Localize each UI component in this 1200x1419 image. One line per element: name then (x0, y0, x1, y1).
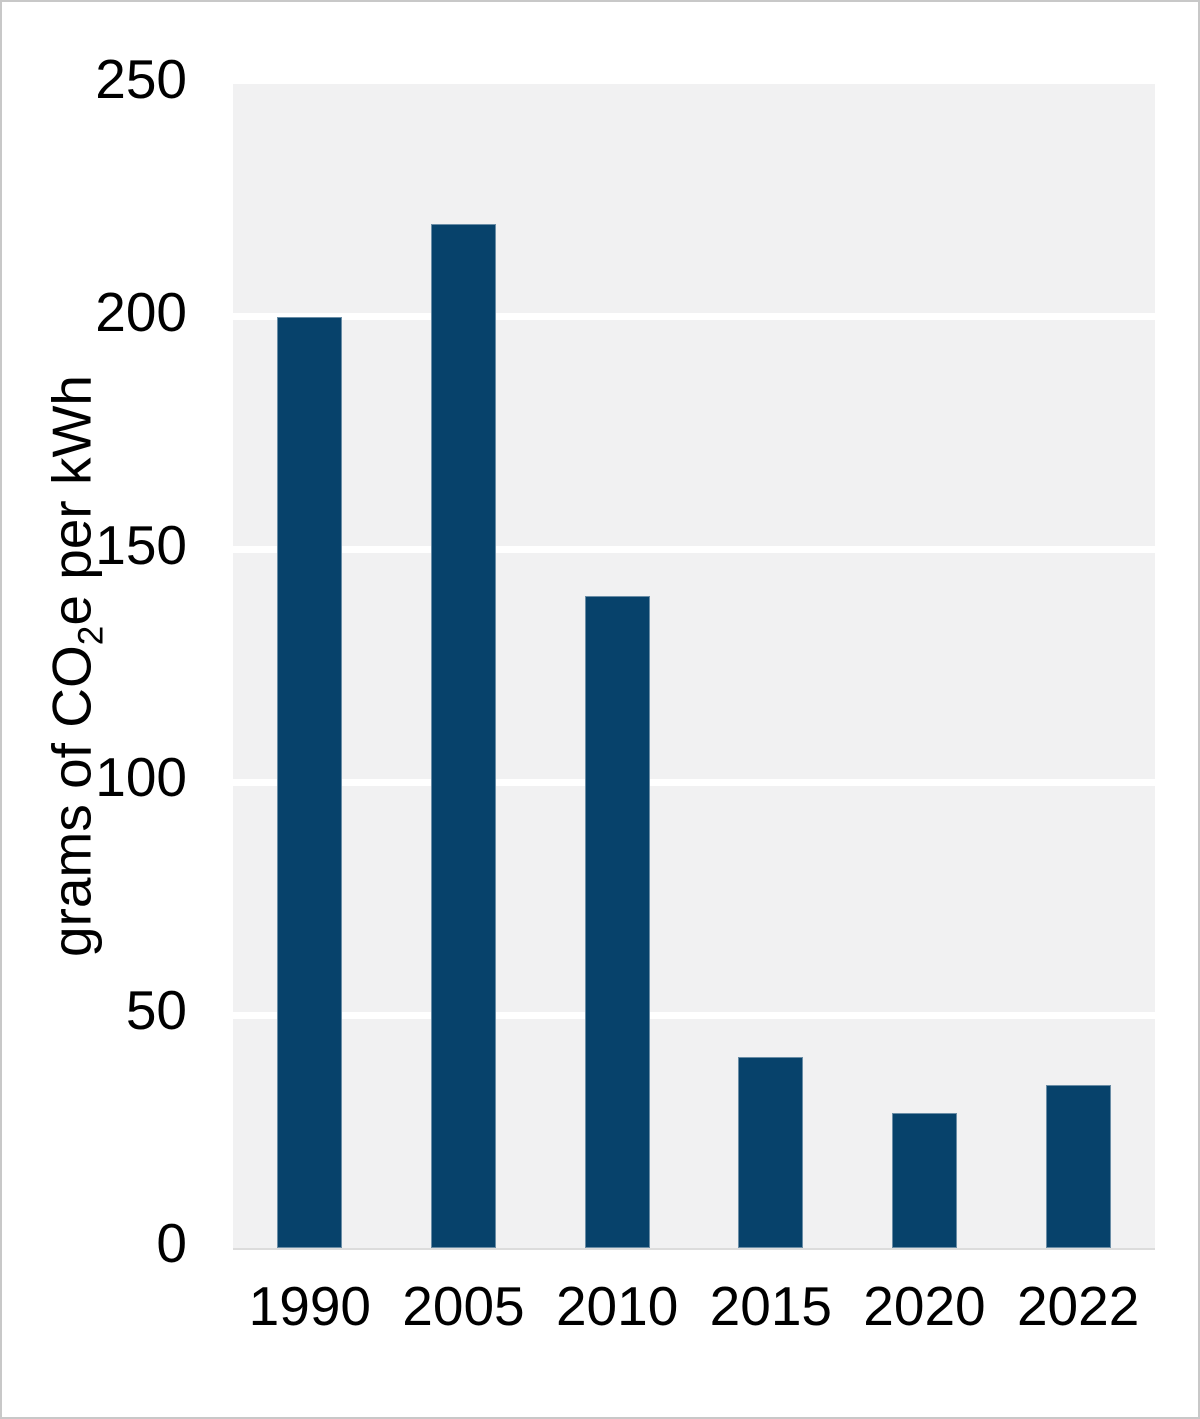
y-tick-label-150: 150 (95, 513, 187, 576)
plot-area (233, 84, 1155, 1248)
bar-2010 (584, 596, 650, 1248)
x-tick-label-2020: 2020 (863, 1275, 986, 1337)
x-tick-label-2010: 2010 (555, 1275, 679, 1337)
x-tick-label-1990: 1990 (248, 1275, 371, 1337)
y-tick-label-200: 200 (95, 280, 187, 343)
bar-2022 (1045, 1085, 1111, 1248)
y-axis-title: grams of CO2e per kWh (41, 375, 111, 957)
y-tick-label-250: 250 (95, 48, 187, 110)
x-tick-label-2022: 2022 (1016, 1275, 1140, 1337)
y-axis-title-suffix: e per kWh (40, 375, 103, 626)
gridline-100 (233, 778, 1155, 786)
y-tick-label-0: 0 (156, 1212, 187, 1274)
gridline-50 (233, 1011, 1155, 1019)
gridline-200 (233, 313, 1155, 321)
bar-1990 (277, 316, 343, 1248)
y-tick-label-100: 100 (95, 746, 187, 809)
gridline-150 (233, 546, 1155, 554)
bar-2020 (892, 1112, 957, 1248)
y-axis-title-subscript: 2 (71, 625, 111, 646)
x-tick-label-2005: 2005 (402, 1275, 525, 1337)
y-tick-label-50: 50 (125, 979, 187, 1042)
bar-2015 (738, 1057, 804, 1248)
bar-2005 (431, 223, 496, 1248)
x-tick-label-2015: 2015 (709, 1275, 832, 1337)
x-axis-line (233, 1248, 1155, 1250)
